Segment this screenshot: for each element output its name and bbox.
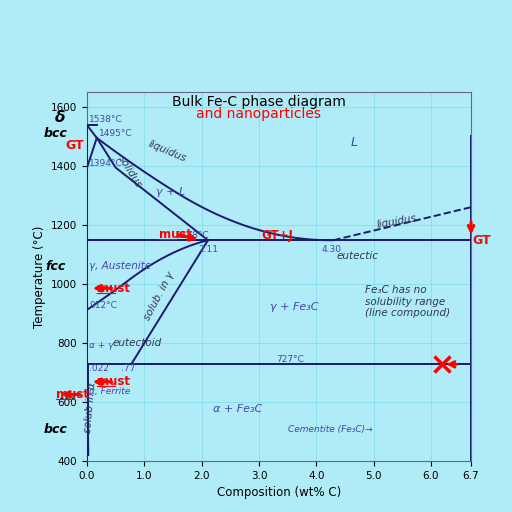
Text: L: L xyxy=(351,136,358,149)
Text: 1538°C: 1538°C xyxy=(89,115,123,124)
Text: GT+J: GT+J xyxy=(262,229,294,242)
Text: 1148°C: 1148°C xyxy=(176,231,209,240)
Text: 2.11: 2.11 xyxy=(199,245,219,253)
Text: α, Ferrite: α, Ferrite xyxy=(89,387,130,396)
Text: GT: GT xyxy=(473,233,492,247)
X-axis label: Composition (wt% C): Composition (wt% C) xyxy=(217,486,341,499)
Text: Fe₃C has no: Fe₃C has no xyxy=(365,285,426,295)
Text: GT: GT xyxy=(65,139,84,152)
Text: must: must xyxy=(97,375,131,388)
Text: 1394°C: 1394°C xyxy=(89,159,123,168)
Text: Bulk Fe-C phase diagram: Bulk Fe-C phase diagram xyxy=(172,95,346,110)
Text: Cementite (Fe₃C)→: Cementite (Fe₃C)→ xyxy=(288,425,372,434)
Text: solub. in γ: solub. in γ xyxy=(142,270,176,322)
Text: (line compound): (line compound) xyxy=(365,308,450,318)
Text: fcc: fcc xyxy=(46,260,66,273)
Text: must: must xyxy=(159,228,191,241)
Text: solub in α: solub in α xyxy=(83,382,97,434)
Text: solubility range: solubility range xyxy=(365,296,445,307)
Text: eutectic: eutectic xyxy=(336,251,378,261)
Y-axis label: Temperature (°C): Temperature (°C) xyxy=(33,225,46,328)
Text: γ, Austenite: γ, Austenite xyxy=(89,261,152,271)
Text: bcc: bcc xyxy=(44,127,68,140)
Text: γ + Fe₃C: γ + Fe₃C xyxy=(270,303,319,312)
Text: γ + L: γ + L xyxy=(156,187,185,198)
Text: solidus: solidus xyxy=(116,154,144,190)
Text: 727°C: 727°C xyxy=(276,355,304,365)
Text: liquidus: liquidus xyxy=(376,214,417,230)
Text: .022: .022 xyxy=(89,364,109,373)
Text: δ: δ xyxy=(54,110,65,125)
Text: must: must xyxy=(97,282,131,295)
Text: .77: .77 xyxy=(121,364,136,373)
Text: 4.30: 4.30 xyxy=(322,245,342,253)
Text: bcc: bcc xyxy=(44,423,68,436)
Text: liquidus: liquidus xyxy=(146,139,188,164)
Text: α + γ: α + γ xyxy=(89,342,113,350)
Text: and nanoparticles: and nanoparticles xyxy=(197,108,322,121)
Text: α + Fe₃C: α + Fe₃C xyxy=(213,404,262,414)
Text: must: must xyxy=(55,388,89,401)
Text: 1495°C: 1495°C xyxy=(98,129,132,138)
Text: 912°C: 912°C xyxy=(89,301,117,310)
Text: eutectoid: eutectoid xyxy=(113,338,162,348)
